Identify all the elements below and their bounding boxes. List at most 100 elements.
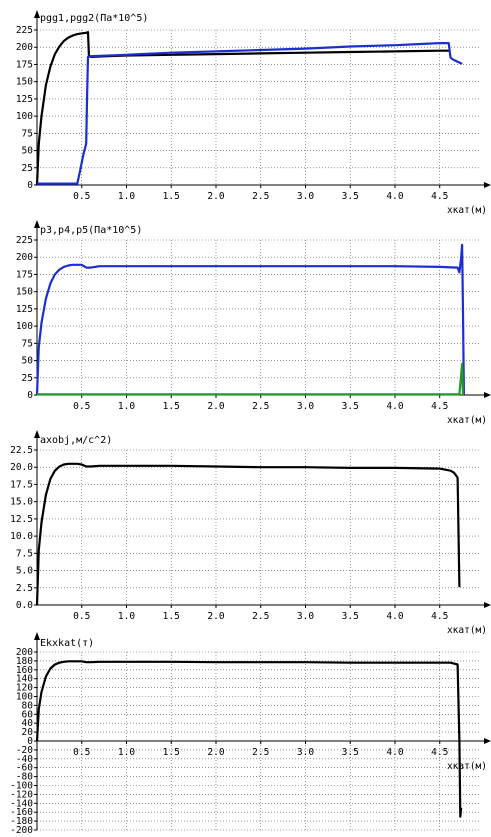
x-tick-label: 2.5 bbox=[252, 611, 269, 622]
y-tick-label: 200 bbox=[16, 252, 33, 263]
x-tick-label: 3.5 bbox=[342, 611, 359, 622]
y-tick-label: -20 bbox=[16, 745, 33, 756]
y-tick-label: 7.5 bbox=[16, 548, 33, 559]
y-tick-label: 150 bbox=[16, 287, 33, 298]
y-tick-label: 0 bbox=[27, 390, 33, 401]
x-tick-label: 1.0 bbox=[118, 401, 135, 412]
chart-title: pgg1,pgg2(Па*10^5) bbox=[40, 13, 148, 24]
y-tick-label: 100 bbox=[16, 111, 33, 122]
x-axis-arrow bbox=[484, 392, 491, 398]
y-tick-label: -40 bbox=[16, 754, 33, 765]
x-tick-label: 2.5 bbox=[252, 191, 269, 202]
chart-panel-4: -200-180-160-140-120-100-80-60-40-200204… bbox=[10, 632, 491, 836]
x-tick-label: 1.5 bbox=[163, 191, 180, 202]
y-tick-label: -60 bbox=[16, 763, 33, 774]
x-tick-label: 2.0 bbox=[207, 611, 224, 622]
x-tick-label: 0.5 bbox=[73, 747, 90, 758]
y-tick-label: -80 bbox=[16, 772, 33, 783]
x-tick-label: 0.5 bbox=[73, 191, 90, 202]
y-tick-label: 20.0 bbox=[10, 462, 33, 473]
chart-title: p3,p4,p5(Па*10^5) bbox=[40, 225, 142, 236]
y-tick-label: -140 bbox=[10, 798, 33, 809]
x-axis-label: хкат(м) bbox=[447, 415, 487, 426]
chart-panel-1: 0 25 50 75 100 125 150 175 200 225 0.5 1.0 1.5 2.0 2.5… bbox=[16, 10, 491, 216]
x-tick-label: 1.5 bbox=[163, 401, 180, 412]
y-tick-label: 25 bbox=[22, 373, 33, 384]
x-axis-label: хкат(м) bbox=[447, 761, 487, 772]
x-tick-label: 4.5 bbox=[431, 611, 448, 622]
y-tick-label: 40 bbox=[22, 718, 34, 729]
y-tick-label: 22.5 bbox=[10, 445, 33, 456]
x-tick-label: 2.0 bbox=[207, 191, 224, 202]
y-tick-label: 0 bbox=[27, 736, 33, 747]
chart-panel-3: 0.0 2.5 5.0 7.5 10.0 12.5 15.0 17.5 20.0 22.5 0.5 1… bbox=[10, 430, 491, 636]
y-tick-label: 180 bbox=[16, 656, 33, 667]
y-tick-label: 50 bbox=[22, 356, 34, 367]
x-tick-label: 0.5 bbox=[73, 401, 90, 412]
x-tick-label: 3.0 bbox=[297, 611, 314, 622]
y-tick-label: 100 bbox=[16, 321, 33, 332]
x-tick-label: 4.5 bbox=[431, 191, 448, 202]
y-tick-label: 0 bbox=[27, 180, 33, 191]
x-axis-arrow bbox=[484, 602, 491, 608]
y-tick-label: 175 bbox=[16, 269, 33, 280]
series-line-1 bbox=[35, 30, 451, 186]
x-tick-label: 1.0 bbox=[118, 611, 135, 622]
x-tick-label: 3.5 bbox=[342, 747, 359, 758]
y-tick-label: 20 bbox=[22, 727, 34, 738]
series-line-1 bbox=[35, 462, 461, 606]
y-tick-label: 10.0 bbox=[10, 531, 33, 542]
x-tick-label: 2.5 bbox=[252, 401, 269, 412]
y-tick-label: 125 bbox=[16, 94, 33, 105]
x-tick-label: 3.5 bbox=[342, 191, 359, 202]
x-axis-arrow bbox=[484, 738, 491, 744]
y-tick-label: 5.0 bbox=[16, 566, 33, 577]
chart-title: axobj,м/с^2) bbox=[40, 435, 112, 446]
x-axis-label: хкат(м) bbox=[447, 205, 487, 216]
y-axis-arrow bbox=[34, 220, 40, 228]
y-tick-label: -120 bbox=[10, 789, 33, 800]
x-tick-label: 1.5 bbox=[163, 747, 180, 758]
series-line-1 bbox=[35, 660, 463, 818]
y-tick-label: -200 bbox=[10, 825, 33, 836]
x-tick-label: 0.5 bbox=[73, 611, 90, 622]
y-tick-label: 15.0 bbox=[10, 497, 33, 508]
x-tick-label: 3.0 bbox=[297, 747, 314, 758]
x-tick-label: 4.0 bbox=[386, 191, 403, 202]
series-line-2 bbox=[37, 41, 463, 185]
x-tick-label: 4.0 bbox=[386, 611, 403, 622]
x-tick-label: 1.5 bbox=[163, 611, 180, 622]
y-tick-label: 75 bbox=[22, 338, 33, 349]
y-axis-arrow bbox=[34, 10, 40, 18]
y-tick-label: 80 bbox=[22, 700, 34, 711]
y-tick-label: 140 bbox=[16, 674, 33, 685]
x-tick-label: 3.5 bbox=[342, 401, 359, 412]
y-tick-label: 200 bbox=[16, 647, 33, 658]
y-tick-label: 60 bbox=[22, 709, 34, 720]
x-tick-label: 1.0 bbox=[118, 191, 135, 202]
x-tick-label: 4.5 bbox=[431, 401, 448, 412]
x-tick-label: 1.0 bbox=[118, 747, 135, 758]
y-tick-label: 75 bbox=[22, 128, 33, 139]
x-tick-label: 2.5 bbox=[252, 747, 269, 758]
x-axis-arrow bbox=[484, 182, 491, 188]
y-tick-label: 125 bbox=[16, 304, 33, 315]
x-tick-label: 3.0 bbox=[297, 401, 314, 412]
y-tick-label: 50 bbox=[22, 146, 34, 157]
y-tick-label: 200 bbox=[16, 42, 33, 53]
y-axis-arrow bbox=[34, 632, 40, 640]
x-tick-label: 2.0 bbox=[207, 747, 224, 758]
series-line-2 bbox=[37, 362, 465, 396]
x-tick-label: 4.5 bbox=[431, 747, 448, 758]
y-tick-label: -180 bbox=[10, 816, 33, 827]
x-tick-label: 2.0 bbox=[207, 401, 224, 412]
y-tick-label: 120 bbox=[16, 683, 33, 694]
y-tick-label: 225 bbox=[16, 235, 33, 246]
y-tick-label: 0.0 bbox=[16, 600, 33, 611]
y-tick-label: -100 bbox=[10, 781, 33, 792]
x-tick-label: 4.0 bbox=[386, 401, 403, 412]
y-tick-label: 12.5 bbox=[10, 514, 33, 525]
y-tick-label: 2.5 bbox=[16, 583, 33, 594]
x-tick-label: 4.0 bbox=[386, 747, 403, 758]
